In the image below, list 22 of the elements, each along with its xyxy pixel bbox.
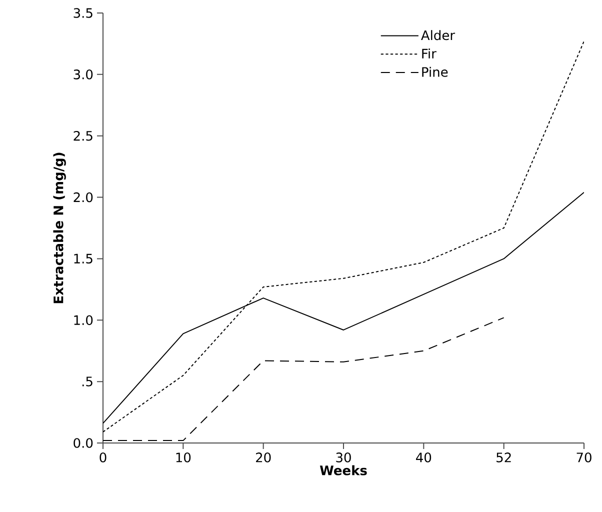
y-tick-label: 1.0: [74, 315, 93, 326]
line-series: [103, 317, 504, 442]
x-tick-label: 10: [176, 452, 191, 462]
x-tick-label: 52: [496, 452, 511, 462]
y-tick-label: 3.5: [74, 8, 92, 18]
x-tick-label: 30: [336, 452, 351, 462]
y-tick-label: 2.0: [74, 192, 93, 202]
y-tick-label: .5: [82, 376, 92, 386]
x-tick-label: 40: [416, 452, 432, 462]
y-tick-label: 0.0: [74, 438, 93, 448]
y-tick-label: 3.0: [74, 70, 93, 80]
legend-label: Fir: [422, 48, 436, 58]
x-tick-label: 70: [576, 452, 592, 462]
y-tick-label: 2.5: [74, 130, 92, 141]
y-tick-label: 1.5: [74, 254, 92, 264]
legend-label: Alder: [421, 30, 456, 40]
legend-label: Pine: [422, 66, 448, 77]
x-tick-label: 0: [100, 452, 106, 462]
y-axis-title: Extractable N (mg/g): [53, 152, 66, 304]
line-series: [103, 40, 584, 432]
x-axis-title: Weeks: [320, 465, 367, 476]
x-tick-label: 20: [256, 452, 271, 462]
